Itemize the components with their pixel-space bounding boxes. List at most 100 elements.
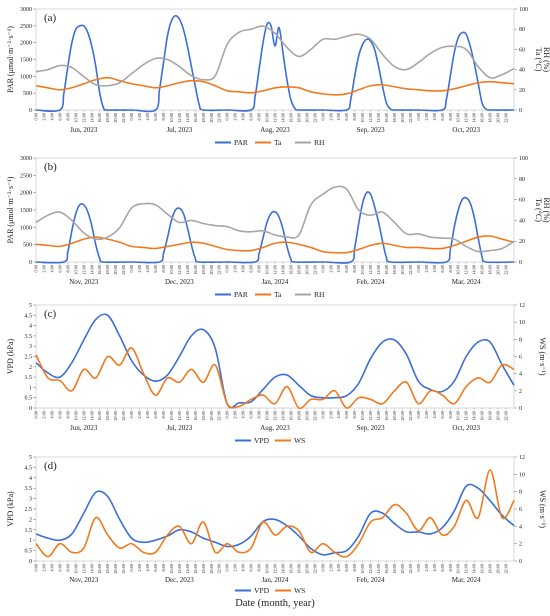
y-right-tick-label: 12 bbox=[519, 303, 525, 309]
y-right-tick-label: 20 bbox=[519, 88, 525, 94]
y-right-axis-title: WS (m·s⁻¹) bbox=[538, 338, 547, 376]
x-tick-label: 12:00 bbox=[177, 564, 182, 574]
legend-label-par: PAR bbox=[234, 290, 248, 299]
y-right-tick-label: 80 bbox=[519, 177, 525, 183]
x-tick-label: 6:00 bbox=[249, 411, 254, 418]
x-tick-label: 22:00 bbox=[504, 564, 509, 574]
x-tick-label: 2:00 bbox=[137, 411, 142, 418]
y-right-tick-label: 100 bbox=[519, 156, 528, 162]
x-tick-label: 12:00 bbox=[368, 564, 373, 574]
x-tick-label: 14:00 bbox=[472, 265, 477, 275]
x-tick-label: 2:00 bbox=[424, 113, 429, 120]
x-tick-label: 12:00 bbox=[368, 411, 373, 421]
x-tick-label: 2:00 bbox=[137, 564, 142, 571]
x-tick-label: 2:00 bbox=[233, 265, 238, 272]
x-tick-label: 6:00 bbox=[440, 113, 445, 120]
x-tick-label: 16:00 bbox=[480, 113, 485, 123]
x-tick-label: 8:00 bbox=[257, 113, 262, 120]
x-tick-label: 6:00 bbox=[249, 564, 254, 571]
x-tick-label: 14:00 bbox=[89, 265, 94, 275]
y-right-tick-label: 10 bbox=[519, 472, 525, 478]
y-right-tick-label: 0 bbox=[519, 108, 522, 114]
legend-label-ta: Ta bbox=[274, 290, 282, 299]
y-right-axis-title: Ta (°C) bbox=[534, 48, 543, 72]
x-tick-label: 10:00 bbox=[360, 564, 365, 574]
y-right-tick-label: 6 bbox=[519, 507, 522, 513]
y-right-tick-label: 4 bbox=[519, 372, 522, 378]
x-tick-label: 22:00 bbox=[217, 113, 222, 123]
y-left-tick-label: 1.5 bbox=[25, 375, 33, 381]
x-tick-label: 0:00 bbox=[225, 265, 230, 272]
x-tick-label: 16:00 bbox=[97, 265, 102, 275]
x-tick-label: 0:00 bbox=[320, 564, 325, 571]
x-tick-label: 22:00 bbox=[217, 265, 222, 275]
x-tick-label: 12:00 bbox=[81, 411, 86, 421]
x-tick-label: 20:00 bbox=[496, 113, 501, 123]
x-tick-label: 10:00 bbox=[73, 411, 78, 421]
x-tick-label: 8:00 bbox=[65, 113, 70, 120]
x-tick-label: 4:00 bbox=[336, 411, 341, 418]
x-tick-label: 6:00 bbox=[153, 265, 158, 272]
x-tick-label: 18:00 bbox=[488, 265, 493, 275]
x-tick-label: 10:00 bbox=[73, 265, 78, 275]
x-tick-label: 20:00 bbox=[209, 265, 214, 275]
x-tick-label: 18:00 bbox=[488, 113, 493, 123]
x-tick-label: 4:00 bbox=[145, 411, 150, 418]
x-tick-label: 14:00 bbox=[185, 113, 190, 123]
x-tick-label: 20:00 bbox=[304, 113, 309, 123]
x-tick-label: 18:00 bbox=[296, 265, 301, 275]
y-right-axis-title: Ta (°C) bbox=[534, 198, 543, 222]
y-right-axis-title: RH (%) bbox=[542, 47, 550, 72]
x-tick-label: 16:00 bbox=[384, 411, 389, 421]
x-tick-label: 6:00 bbox=[249, 113, 254, 120]
y-left-tick-label: 0 bbox=[29, 108, 32, 114]
x-tick-label: 0:00 bbox=[129, 265, 134, 272]
x-axis-title: Date (month, year) bbox=[235, 598, 315, 609]
x-tick-label: 20:00 bbox=[209, 564, 214, 574]
x-tick-label: 0:00 bbox=[320, 265, 325, 272]
x-tick-label: 18:00 bbox=[392, 411, 397, 421]
x-tick-label: 8:00 bbox=[448, 113, 453, 120]
x-tick-label: 22:00 bbox=[408, 411, 413, 421]
y-left-tick-label: 500 bbox=[23, 91, 32, 97]
x-tick-label: 10:00 bbox=[73, 113, 78, 123]
y-left-tick-label: 3 bbox=[29, 344, 32, 350]
x-tick-label: 20:00 bbox=[113, 411, 118, 421]
series-line-ws bbox=[35, 347, 515, 410]
x-tick-label: 0:00 bbox=[129, 411, 134, 418]
legend-label-ws: WS bbox=[294, 436, 305, 445]
x-tick-label: 22:00 bbox=[408, 113, 413, 123]
x-tick-label: 22:00 bbox=[121, 113, 126, 123]
x-tick-label: 18:00 bbox=[296, 411, 301, 421]
y-left-tick-label: 0 bbox=[29, 260, 32, 266]
x-tick-label: 14:00 bbox=[280, 265, 285, 275]
y-right-tick-label: 8 bbox=[519, 337, 522, 343]
x-tick-label: 20:00 bbox=[400, 265, 405, 275]
x-tick-label: 0:00 bbox=[34, 411, 39, 418]
month-label: Feb, 2024 bbox=[357, 278, 386, 286]
x-tick-label: 0:00 bbox=[129, 564, 134, 571]
panel-c: 0 0.5 1 1.5 2 2.5 3 3.5 4 4.5 5 0 2 4 6 8 10 12 VPD (kPa) W… bbox=[6, 303, 547, 445]
x-tick-label: 6:00 bbox=[440, 411, 445, 418]
x-tick-label: 2:00 bbox=[233, 411, 238, 418]
x-tick-label: 6:00 bbox=[440, 564, 445, 571]
x-tick-label: 14:00 bbox=[89, 113, 94, 123]
x-tick-label: 6:00 bbox=[344, 411, 349, 418]
x-tick-label: 22:00 bbox=[121, 411, 126, 421]
panel-d: 0 0.5 1 1.5 2 2.5 3 3.5 4 4.5 5 0 2 4 6 8 10 12 VPD (kPa) W… bbox=[6, 455, 547, 595]
x-tick-label: 0:00 bbox=[34, 265, 39, 272]
x-tick-label: 12:00 bbox=[177, 411, 182, 421]
x-tick-label: 12:00 bbox=[368, 265, 373, 275]
x-tick-label: 18:00 bbox=[105, 265, 110, 275]
y-left-tick-label: 4 bbox=[29, 476, 32, 482]
x-tick-label: 14:00 bbox=[89, 564, 94, 574]
x-tick-label: 2:00 bbox=[41, 564, 46, 571]
month-label: Oct, 2023 bbox=[452, 126, 480, 134]
x-tick-label: 14:00 bbox=[376, 411, 381, 421]
x-tick-label: 20:00 bbox=[304, 564, 309, 574]
x-tick-label: 14:00 bbox=[185, 265, 190, 275]
x-tick-label: 0:00 bbox=[34, 564, 39, 571]
x-tick-label: 16:00 bbox=[288, 564, 293, 574]
series-line-ws bbox=[35, 469, 515, 558]
x-tick-label: 20:00 bbox=[400, 564, 405, 574]
